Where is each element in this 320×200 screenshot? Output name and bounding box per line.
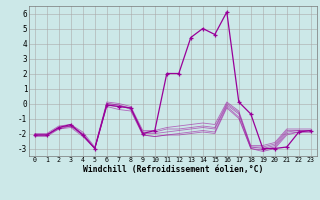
X-axis label: Windchill (Refroidissement éolien,°C): Windchill (Refroidissement éolien,°C) (83, 165, 263, 174)
